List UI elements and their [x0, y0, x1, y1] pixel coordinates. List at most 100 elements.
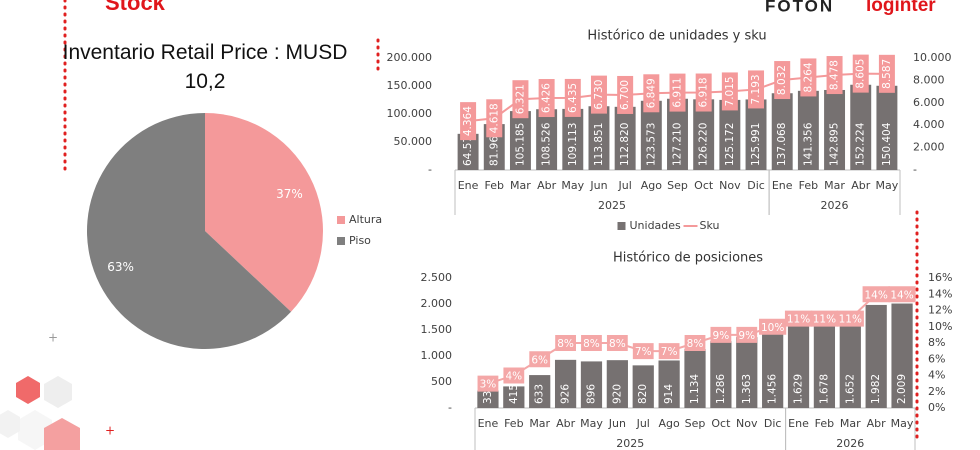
line-value-label: 8.032 — [776, 65, 788, 95]
y-tick-label: 1.500 — [421, 323, 453, 336]
bar — [614, 106, 636, 170]
bar-value-label: 415 — [508, 384, 520, 404]
bar-value-label: 105.185 — [514, 123, 526, 166]
x-tick-label: Jun — [608, 417, 626, 430]
bar — [771, 93, 793, 170]
x-tick-label: Sep — [667, 179, 688, 192]
x-tick-label: Ago — [658, 417, 680, 430]
line-label-bg — [460, 102, 477, 141]
x-tick-label: Abr — [556, 417, 576, 430]
bar — [554, 359, 577, 408]
x-tick-label: Nov — [719, 179, 741, 192]
bar-value-label: 914 — [663, 384, 675, 404]
bar-value-label: 108.526 — [541, 122, 553, 166]
line-value-label: 10% — [761, 322, 784, 334]
bar — [667, 98, 688, 170]
x-tick-label: Ene — [772, 179, 793, 192]
line-value-label: 6.700 — [619, 80, 631, 110]
line-label-bg — [852, 54, 869, 93]
bar-value-label: 2.009 — [896, 374, 908, 404]
bar-value-label: 109.113 — [567, 123, 579, 166]
bar-value-label: 137.068 — [776, 123, 788, 166]
x-tick-label: Abr — [537, 179, 557, 192]
x-tick-label: Dic — [747, 179, 765, 192]
pie-slice — [205, 113, 323, 312]
bar-value-label: 150.404 — [881, 122, 893, 166]
x-tick-label: Feb — [485, 179, 504, 192]
line-value-label: 8% — [687, 338, 704, 350]
y-tick-label: 200.000 — [387, 51, 433, 64]
line-label-bg — [721, 72, 738, 111]
y2-tick-label: 6.000 — [913, 96, 945, 109]
line-label-bg — [658, 343, 680, 360]
x-tick-label: Mar — [824, 179, 845, 192]
bar-value-label: 152.224 — [855, 122, 867, 166]
line-value-label: 14% — [890, 289, 913, 301]
bar — [684, 349, 706, 408]
bar-value-label: 1.134 — [689, 374, 701, 404]
bar — [580, 361, 603, 408]
line-value-label: 8% — [583, 338, 600, 350]
line-value-label: 11% — [813, 314, 836, 326]
chart-title: Histórico de unidades y sku — [587, 29, 766, 44]
line-label-bg — [826, 56, 843, 95]
bar-value-label: 113.851 — [593, 123, 605, 166]
bar-value-label: 112.820 — [619, 123, 631, 166]
line-value-label: 9% — [738, 330, 755, 342]
bar-value-label: 1.286 — [715, 374, 727, 404]
y2-tick-label: 8.000 — [913, 73, 945, 86]
page-title: Stock — [105, 0, 166, 15]
slice-label: 37% — [276, 187, 303, 201]
x-tick-label: Sep — [685, 417, 706, 430]
bar-value-label: 920 — [611, 384, 623, 404]
y2-tick-label: 2.000 — [913, 141, 945, 154]
y2-tick-label: 14% — [928, 287, 952, 300]
bar-value-label: 81.961 — [488, 129, 500, 166]
x-tick-label: May — [891, 417, 914, 430]
bar-value-label: 1.982 — [870, 374, 882, 404]
line-label-bg — [617, 75, 634, 114]
line-label-bg — [529, 351, 551, 368]
x-tick-label: Ene — [788, 417, 809, 430]
x-tick-label: Feb — [799, 179, 818, 192]
x-tick-label: Mar — [529, 417, 550, 430]
x-tick-label: Oct — [711, 417, 731, 430]
line-label-bg — [759, 318, 787, 335]
pie-slice — [87, 113, 292, 349]
bar — [839, 322, 861, 408]
line-label-bg — [836, 310, 864, 327]
line-label-bg — [632, 343, 654, 360]
y2-tick-label: 4.000 — [913, 118, 945, 131]
line-value-label: 8.264 — [802, 62, 814, 92]
logo: FOTON — [765, 0, 834, 15]
bar — [710, 341, 732, 408]
y2-tick-label: 0% — [928, 401, 945, 414]
bar — [693, 99, 715, 170]
bar-value-label: 125.991 — [750, 123, 762, 166]
line-value-label: 11% — [839, 314, 862, 326]
line-label-bg — [684, 335, 706, 351]
line-value-label: 4% — [505, 371, 522, 383]
bar-value-label: 926 — [560, 384, 572, 404]
y2-tick-label: 8% — [928, 336, 945, 349]
line-value-label: 8.478 — [829, 60, 841, 90]
y-tick-label: 2.500 — [421, 271, 453, 284]
bar-value-label: 1.363 — [741, 374, 753, 404]
line-label-bg — [784, 310, 813, 327]
legend-swatch — [337, 237, 345, 245]
line-label-bg — [710, 326, 732, 343]
line-label-bg — [590, 75, 607, 114]
x-tick-label: Abr — [851, 179, 871, 192]
y2-tick-label: 12% — [928, 304, 952, 317]
bar — [719, 99, 741, 170]
line-value-label: 4.364 — [462, 106, 474, 136]
x-tick-label: Jul — [618, 179, 632, 192]
y-tick-label: 100.000 — [387, 107, 433, 120]
slice-label: 63% — [107, 260, 134, 274]
line-value-label: 7% — [661, 346, 678, 358]
line-value-label: 4.618 — [488, 103, 500, 133]
bar-value-label: 123.573 — [645, 123, 657, 166]
line-value-label: 9% — [713, 330, 730, 342]
y2-tick-label: 4% — [928, 369, 945, 382]
